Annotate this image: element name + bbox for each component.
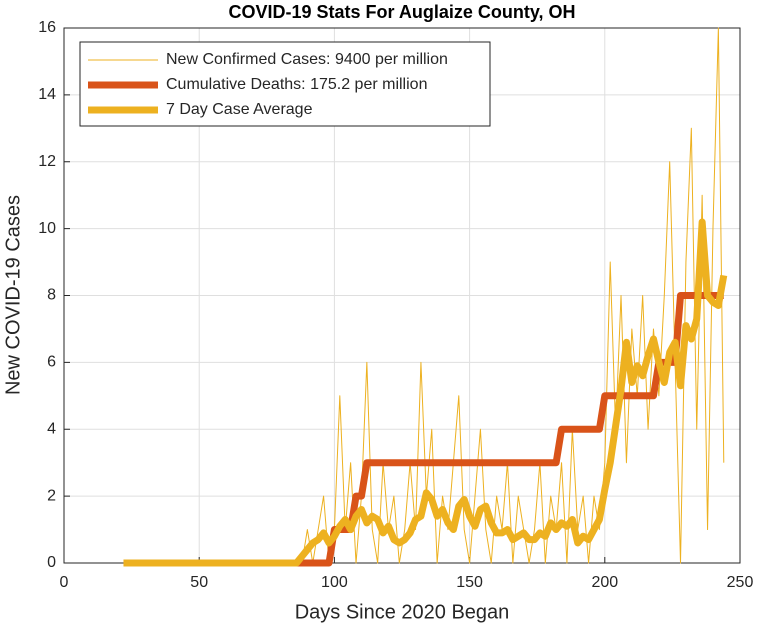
y-tick-label: 10 bbox=[38, 220, 56, 237]
y-tick-label: 12 bbox=[38, 153, 56, 170]
legend-label: New Confirmed Cases: 9400 per million bbox=[166, 51, 448, 68]
y-tick-label: 0 bbox=[47, 554, 56, 571]
y-tick-label: 14 bbox=[38, 86, 56, 103]
x-tick-label: 200 bbox=[591, 574, 618, 591]
x-tick-label: 150 bbox=[456, 574, 483, 591]
legend-label: Cumulative Deaths: 175.2 per million bbox=[166, 76, 427, 93]
plot-frame bbox=[63, 27, 741, 564]
y-tick-label: 4 bbox=[47, 420, 56, 437]
legend-label: 7 Day Case Average bbox=[166, 101, 313, 118]
y-tick-label: 8 bbox=[47, 287, 56, 304]
chart-title: COVID-19 Stats For Auglaize County, OH bbox=[228, 2, 575, 22]
x-tick-label: 250 bbox=[727, 574, 754, 591]
series-line bbox=[123, 218, 728, 567]
x-tick-label: 0 bbox=[60, 574, 69, 591]
y-tick-label: 6 bbox=[47, 354, 56, 371]
x-axis-label: Days Since 2020 Began bbox=[295, 601, 510, 623]
x-tick-label: 100 bbox=[321, 574, 348, 591]
x-tick-label: 50 bbox=[190, 574, 208, 591]
y-tick-label: 16 bbox=[38, 19, 56, 36]
y-tick-label: 2 bbox=[47, 487, 56, 504]
y-axis-label: New COVID-19 Cases bbox=[2, 195, 24, 395]
